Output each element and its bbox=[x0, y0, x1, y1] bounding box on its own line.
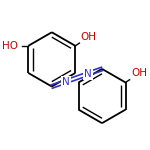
Text: OH: OH bbox=[81, 32, 97, 42]
Text: N: N bbox=[62, 77, 70, 87]
Text: N: N bbox=[84, 69, 92, 79]
Text: OH: OH bbox=[131, 68, 147, 78]
Text: HO: HO bbox=[2, 41, 18, 51]
